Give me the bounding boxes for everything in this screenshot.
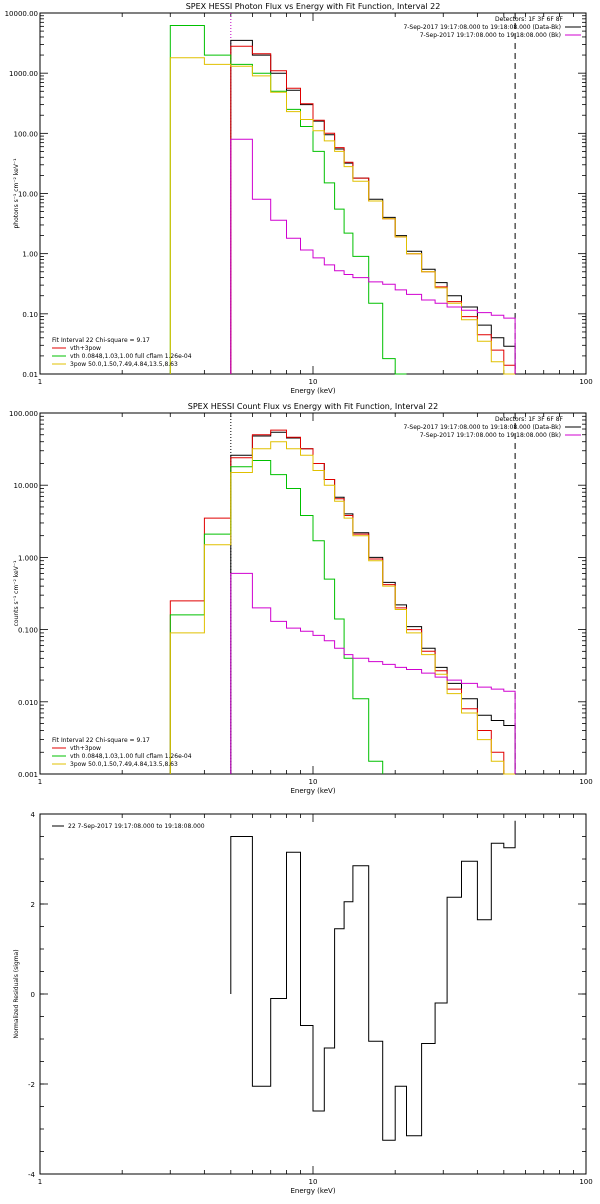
series-histogram-0 <box>230 39 516 374</box>
series-histogram-4 <box>230 572 516 774</box>
x-axis-label: Energy (keV) <box>290 1187 335 1195</box>
legend-bk-text: 7-Sep-2017 19:17:08.000 to 19:18:08.000 … <box>420 32 561 39</box>
legend-fit-text: 3pow 50.0,1.50,7.49,4.84,13.5,8.63 <box>70 361 178 368</box>
x-tick-label: 1 <box>38 378 42 386</box>
y-tick-label: 0 <box>31 991 35 999</box>
y-tick-label: 2 <box>31 901 35 909</box>
y-tick-label: -2 <box>28 1081 35 1089</box>
legend-fit-text: vth 0.0848,1.03,1.00 full cflam 1.26e-04 <box>70 753 192 760</box>
x-axis-label: Energy (keV) <box>290 787 335 795</box>
legend-fit-text: vth+3pow <box>70 745 101 752</box>
x-tick-label: 100 <box>579 378 592 386</box>
y-axis-label: photons s⁻¹ cm⁻² keV⁻¹ <box>13 158 20 229</box>
series-histogram-1 <box>230 45 516 374</box>
legend-fit-text: vth 0.0848,1.03,1.00 full cflam 1.26e-04 <box>70 353 192 360</box>
y-tick-label: 4 <box>31 811 36 819</box>
y-tick-label: 0.010 <box>18 699 38 707</box>
legend-fit-interval-text: Fit Interval 22 Chi-square = 9.17 <box>52 337 150 344</box>
plot-title: SPEX HESSI Photon Flux vs Energy with Fi… <box>186 2 441 11</box>
series-histogram-0 <box>230 820 516 1141</box>
y-tick-label: 10.000 <box>14 482 39 490</box>
y-tick-label: 1.00 <box>22 251 38 259</box>
series-histogram-1 <box>169 429 516 775</box>
y-tick-label: 100.000 <box>9 410 38 418</box>
x-tick-label: 100 <box>579 778 592 786</box>
legend-fit-text: 3pow 50.0,1.50,7.49,4.84,13.5,8.63 <box>70 761 178 768</box>
legend-data-bk-text: 7-Sep-2017 19:17:08.000 to 19:18:08.000 … <box>403 424 561 431</box>
series-histogram-3 <box>169 57 516 375</box>
legend-fit-text: vth+3pow <box>70 345 101 352</box>
y-axis-label: Normalized Residuals (sigma) <box>13 949 20 1038</box>
plot-frame <box>39 12 587 375</box>
y-tick-label: 10.00 <box>18 191 38 199</box>
series-histogram-0 <box>230 431 516 774</box>
y-tick-label: 10000.00 <box>5 10 38 18</box>
x-tick-label: 1 <box>38 1178 42 1186</box>
plot-title: SPEX HESSI Count Flux vs Energy with Fit… <box>188 402 439 411</box>
x-axis-label: Energy (keV) <box>290 387 335 395</box>
legend-residual-text: 22 7-Sep-2017 19:17:08.000 to 19:18:08.0… <box>68 823 205 830</box>
y-tick-label: 0.001 <box>18 771 38 779</box>
y-tick-label: 0.10 <box>22 311 38 319</box>
x-tick-label: 100 <box>579 1178 592 1186</box>
legend-fit-interval-text: Fit Interval 22 Chi-square = 9.17 <box>52 737 150 744</box>
y-tick-label: 0.100 <box>18 627 38 635</box>
legend-detectors-text: Detectors: 1F 3F 6F 8F <box>495 416 564 423</box>
x-tick-label: 1 <box>38 778 42 786</box>
y-tick-label: -4 <box>28 1171 36 1179</box>
series-histogram-3 <box>169 441 516 775</box>
y-tick-label: 100.00 <box>14 130 39 138</box>
series-histogram-2 <box>169 460 384 774</box>
series-histogram-4 <box>230 138 516 374</box>
y-tick-label: 1000.00 <box>9 70 38 78</box>
y-tick-label: 0.01 <box>22 371 38 379</box>
legend-detectors-text: Detectors: 1F 3F 6F 8F <box>495 16 564 23</box>
x-tick-label: 10 <box>309 778 318 786</box>
x-tick-label: 10 <box>309 378 318 386</box>
y-tick-label: 1.000 <box>18 554 38 562</box>
legend-data-bk-text: 7-Sep-2017 19:17:08.000 to 19:18:08.000 … <box>403 24 561 31</box>
plot-frame <box>39 813 587 1175</box>
y-axis-label: counts s⁻¹ cm⁻² keV⁻¹ <box>13 560 20 626</box>
legend-bk-text: 7-Sep-2017 19:17:08.000 to 19:18:08.000 … <box>420 432 561 439</box>
x-tick-label: 10 <box>309 1178 318 1186</box>
